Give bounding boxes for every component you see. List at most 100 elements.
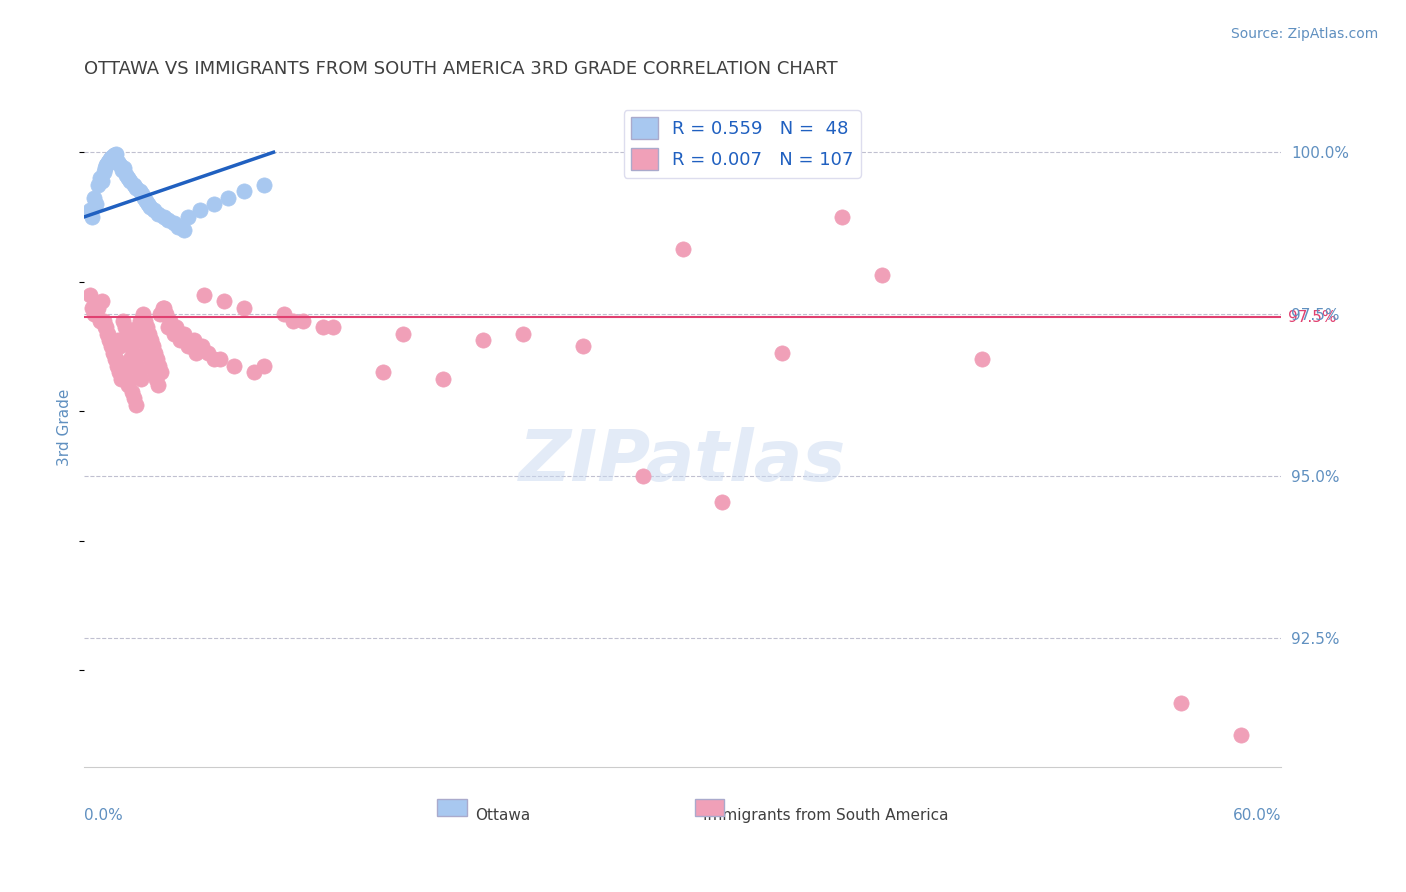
Point: [112, 161, 135, 176]
Point: [97, 155, 120, 169]
Point: [242, 365, 264, 379]
Point: [104, 352, 127, 367]
Point: [104, 148, 127, 162]
Point: [152, 301, 174, 315]
Point: [107, 155, 129, 169]
Point: [193, 287, 215, 301]
Text: Source: ZipAtlas.com: Source: ZipAtlas.com: [1230, 27, 1378, 41]
Point: [112, 365, 135, 379]
Point: [93, 164, 115, 178]
Point: [124, 352, 146, 367]
Point: [115, 326, 138, 341]
Text: 0.0%: 0.0%: [84, 808, 122, 823]
Point: [152, 301, 174, 315]
Point: [252, 178, 274, 192]
Point: [183, 333, 205, 347]
Point: [122, 178, 145, 192]
Point: [145, 372, 167, 386]
Point: [118, 352, 141, 367]
Point: [177, 339, 200, 353]
Point: [146, 207, 169, 221]
Point: [831, 210, 853, 224]
Point: [202, 197, 225, 211]
Point: [80, 210, 103, 224]
Point: [512, 326, 534, 341]
Point: [79, 287, 101, 301]
Point: [127, 320, 149, 334]
Point: [870, 268, 893, 283]
Point: [1170, 696, 1192, 710]
Point: [87, 301, 110, 315]
Point: [97, 333, 120, 347]
Point: [770, 346, 793, 360]
Point: [120, 339, 142, 353]
Point: [114, 320, 136, 334]
Point: [96, 157, 118, 171]
Point: [184, 346, 207, 360]
Legend: R = 0.559   N =  48, R = 0.007   N = 107: R = 0.559 N = 48, R = 0.007 N = 107: [624, 110, 860, 178]
Point: [98, 333, 121, 347]
Point: [163, 216, 186, 230]
Point: [132, 307, 155, 321]
Point: [84, 307, 107, 321]
Point: [117, 171, 139, 186]
Point: [94, 320, 117, 334]
Point: [103, 346, 125, 360]
Point: [671, 243, 693, 257]
Point: [631, 469, 654, 483]
Point: [149, 365, 172, 379]
Point: [83, 307, 105, 321]
Point: [128, 313, 150, 327]
Point: [132, 333, 155, 347]
Point: [96, 326, 118, 341]
Point: [146, 352, 169, 367]
Y-axis label: 3rd Grade: 3rd Grade: [58, 389, 72, 466]
Point: [100, 339, 122, 353]
FancyBboxPatch shape: [695, 799, 724, 816]
Point: [111, 313, 134, 327]
Text: Immigrants from South America: Immigrants from South America: [703, 808, 949, 823]
Point: [232, 301, 254, 315]
Point: [131, 187, 153, 202]
Point: [373, 365, 395, 379]
Point: [80, 301, 103, 315]
Point: [108, 158, 131, 172]
Point: [173, 326, 195, 341]
Point: [142, 339, 165, 353]
Point: [136, 197, 159, 211]
Point: [197, 346, 219, 360]
Point: [101, 339, 124, 353]
Point: [155, 307, 177, 321]
Point: [208, 352, 231, 367]
Point: [135, 320, 157, 334]
Point: [93, 313, 115, 327]
Point: [190, 339, 212, 353]
Point: [128, 365, 150, 379]
Point: [432, 372, 454, 386]
Point: [94, 320, 117, 334]
Point: [212, 294, 235, 309]
Point: [222, 359, 245, 373]
Point: [571, 339, 593, 353]
Point: [125, 398, 148, 412]
Point: [125, 181, 148, 195]
Point: [87, 178, 110, 192]
Point: [217, 190, 239, 204]
Point: [97, 153, 120, 168]
Point: [292, 313, 315, 327]
Point: [273, 307, 295, 321]
Text: OTTAWA VS IMMIGRANTS FROM SOUTH AMERICA 3RD GRADE CORRELATION CHART: OTTAWA VS IMMIGRANTS FROM SOUTH AMERICA …: [84, 60, 838, 78]
Point: [110, 372, 132, 386]
Point: [111, 359, 134, 373]
Point: [100, 151, 122, 165]
Point: [98, 152, 121, 166]
Point: [118, 174, 141, 188]
Point: [322, 320, 344, 334]
Text: Ottawa: Ottawa: [475, 808, 530, 823]
Point: [108, 339, 131, 353]
Point: [472, 333, 495, 347]
Point: [84, 197, 107, 211]
Point: [142, 365, 165, 379]
Point: [134, 313, 156, 327]
Point: [252, 359, 274, 373]
